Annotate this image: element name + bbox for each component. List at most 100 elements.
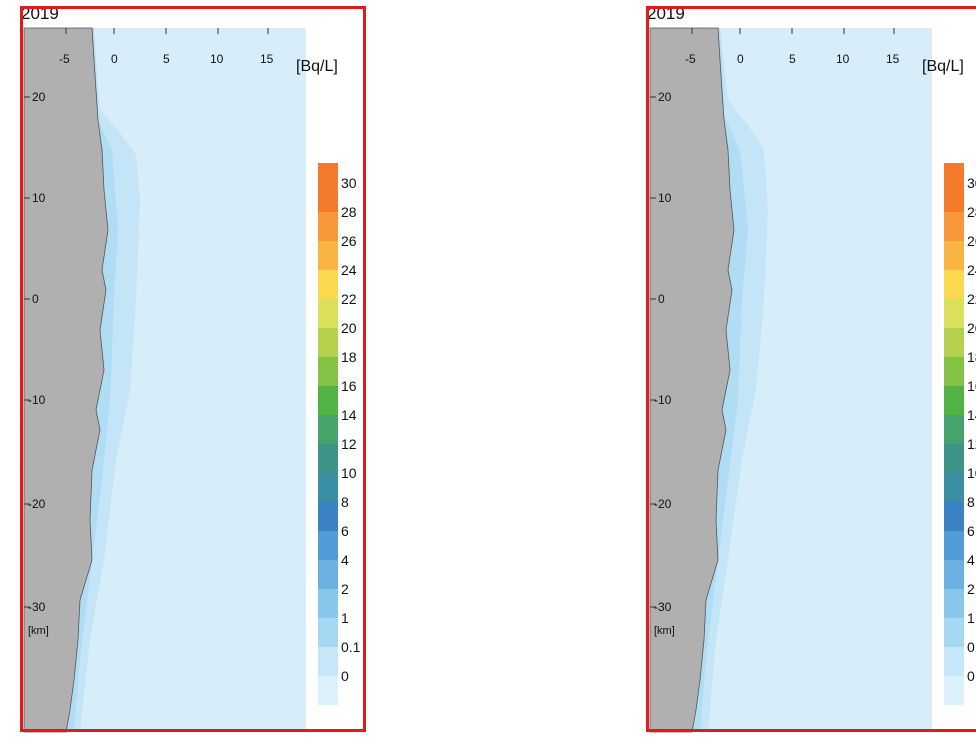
colorbar-label: 6 bbox=[967, 523, 975, 539]
colorbar-label: 18 bbox=[967, 349, 976, 365]
colorbar-swatch bbox=[318, 444, 338, 473]
y-tick-label: -10 bbox=[654, 393, 672, 407]
colorbar-label: 1 bbox=[967, 610, 975, 626]
land-area bbox=[649, 27, 735, 733]
colorbar-label: 28 bbox=[341, 204, 357, 220]
colorbar-label: 30 bbox=[341, 175, 357, 191]
x-ticks bbox=[691, 28, 895, 34]
colorbar-label: 8 bbox=[341, 494, 349, 510]
colorbar-label: 8 bbox=[967, 494, 975, 510]
colorbar-swatch bbox=[944, 502, 964, 531]
colorbar-swatch bbox=[944, 183, 964, 212]
colorbar-label: 2 bbox=[967, 581, 975, 597]
x-tick-label: -5 bbox=[685, 52, 696, 66]
colorbar-label: 26 bbox=[341, 233, 357, 249]
y-tick-label: 20 bbox=[32, 90, 46, 104]
colorbar-swatch bbox=[318, 618, 338, 647]
y-tick-label: 10 bbox=[658, 191, 672, 205]
colorbar-swatch bbox=[318, 270, 338, 299]
x-tick-label: 15 bbox=[260, 52, 274, 66]
x-ticks bbox=[65, 28, 269, 34]
colorbar-label: 26 bbox=[967, 233, 976, 249]
colorbar-label: 20 bbox=[341, 320, 357, 336]
y-tick-label: -20 bbox=[28, 497, 46, 511]
year-label: 2019 bbox=[647, 4, 687, 23]
colorbar-swatch bbox=[944, 444, 964, 473]
colorbar-label: 0.1 bbox=[341, 639, 361, 655]
x-tick-label: 5 bbox=[163, 52, 170, 66]
colorbar-swatch bbox=[318, 415, 338, 444]
colorbar-swatch bbox=[944, 676, 964, 705]
colorbar-swatch bbox=[944, 415, 964, 444]
colorbar-label: 30 bbox=[967, 175, 976, 191]
colorbar-swatch bbox=[318, 473, 338, 502]
colorbar-label: 16 bbox=[341, 378, 357, 394]
colorbar-swatch bbox=[944, 618, 964, 647]
colorbar-swatch bbox=[944, 212, 964, 241]
colorbar-labels: 30 28 26 24 22 20 18 16 14 12 10 8 6 4 2 1 0.1 0 bbox=[967, 175, 976, 684]
colorbar bbox=[944, 163, 964, 705]
colorbar-swatch bbox=[318, 531, 338, 560]
map-panel-left: -5 0 5 10 15 20 10 0 -10 -20 -30 [km] 30… bbox=[18, 0, 368, 736]
map-panel-right: -5 0 5 10 15 20 10 0 -10 -20 -30 [km] 30… bbox=[644, 0, 976, 736]
colorbar-label: 4 bbox=[341, 552, 349, 568]
colorbar-label: 4 bbox=[967, 552, 975, 568]
y-tick-label: 10 bbox=[32, 191, 46, 205]
colorbar-label: 20 bbox=[967, 320, 976, 336]
x-tick-labels: -5 0 5 10 15 bbox=[59, 52, 274, 66]
colorbar-labels: 30 28 26 24 22 20 18 16 14 12 10 8 6 4 2 1 0.1 0 bbox=[341, 175, 361, 684]
km-label: [km] bbox=[28, 625, 49, 637]
x-tick-label: 5 bbox=[789, 52, 796, 66]
colorbar-swatch bbox=[944, 589, 964, 618]
y-tick-labels: 20 10 0 -10 -20 -30 [km] bbox=[28, 90, 49, 637]
colorbar-label: 0 bbox=[967, 668, 975, 684]
y-tick-label: 0 bbox=[32, 292, 39, 306]
colorbar-label: 16 bbox=[967, 378, 976, 394]
colorbar-label: 22 bbox=[967, 291, 976, 307]
x-tick-label: -5 bbox=[59, 52, 70, 66]
colorbar-swatch bbox=[318, 328, 338, 357]
colorbar-label: 1 bbox=[341, 610, 349, 626]
colorbar-swatch bbox=[318, 676, 338, 705]
colorbar-label: 28 bbox=[967, 204, 976, 220]
colorbar-swatch bbox=[318, 163, 338, 183]
y-tick-labels: 20 10 0 -10 -20 -30 [km] bbox=[654, 90, 675, 637]
colorbar-swatch bbox=[318, 386, 338, 415]
unit-label: [Bq/L] bbox=[296, 58, 338, 75]
colorbar-swatch bbox=[944, 163, 964, 183]
colorbar-label: 10 bbox=[967, 465, 976, 481]
colorbar-swatch bbox=[318, 241, 338, 270]
colorbar-swatch bbox=[944, 386, 964, 415]
colorbar-swatch bbox=[944, 299, 964, 328]
colorbar-label: 0 bbox=[341, 668, 349, 684]
colorbar-swatch bbox=[944, 357, 964, 386]
colorbar-label: 18 bbox=[341, 349, 357, 365]
colorbar-swatch bbox=[944, 328, 964, 357]
colorbar-swatch bbox=[318, 357, 338, 386]
colorbar-swatch bbox=[944, 270, 964, 299]
colorbar-swatch bbox=[318, 183, 338, 212]
map-right: -5 0 5 10 15 20 10 0 -10 -20 -30 [km] 30… bbox=[649, 27, 976, 733]
colorbar-label: 12 bbox=[341, 436, 357, 452]
year-label: 2019 bbox=[21, 4, 61, 23]
y-ticks bbox=[650, 96, 656, 608]
y-tick-label: 20 bbox=[658, 90, 672, 104]
x-tick-label: 0 bbox=[111, 52, 118, 66]
x-tick-label: 10 bbox=[210, 52, 224, 66]
map-left: -5 0 5 10 15 20 10 0 -10 -20 -30 [km] 30… bbox=[23, 27, 368, 733]
colorbar-label: 24 bbox=[967, 262, 976, 278]
x-tick-label: 0 bbox=[737, 52, 744, 66]
x-tick-label: 10 bbox=[836, 52, 850, 66]
y-tick-label: -30 bbox=[654, 600, 672, 614]
y-tick-label: -30 bbox=[28, 600, 46, 614]
colorbar-label: 6 bbox=[341, 523, 349, 539]
y-tick-label: -20 bbox=[654, 497, 672, 511]
x-tick-labels: -5 0 5 10 15 bbox=[685, 52, 900, 66]
colorbar-label: 10 bbox=[341, 465, 357, 481]
colorbar-swatch bbox=[318, 299, 338, 328]
colorbar-swatch bbox=[944, 531, 964, 560]
unit-label: [Bq/L] bbox=[922, 58, 964, 75]
colorbar-label: 24 bbox=[341, 262, 357, 278]
colorbar-label: 14 bbox=[341, 407, 357, 423]
y-tick-label: 0 bbox=[658, 292, 665, 306]
